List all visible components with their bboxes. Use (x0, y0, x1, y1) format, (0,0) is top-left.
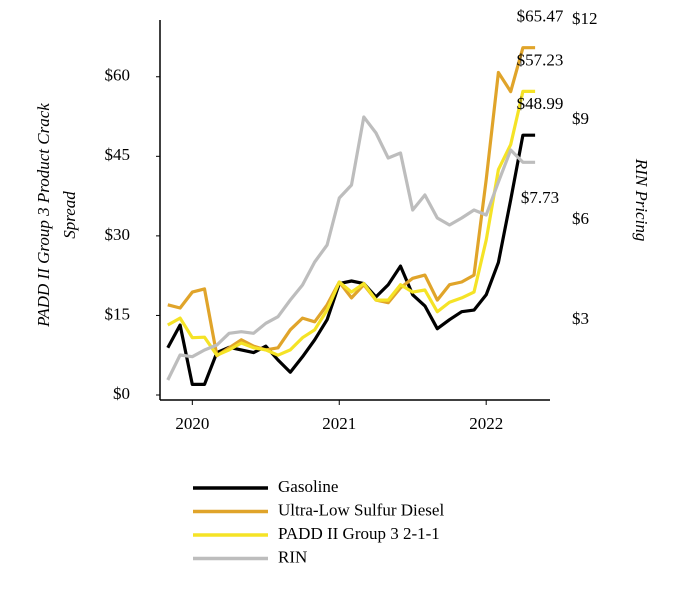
y2-tick-label: $9 (572, 109, 589, 128)
x-tick-label: 2021 (322, 414, 356, 433)
series-line (167, 89, 536, 357)
y2-tick-label: $6 (572, 209, 589, 228)
legend-label: PADD II Group 3 2-1-1 (278, 524, 440, 543)
y-tick-label: $45 (105, 145, 131, 164)
end-label: $65.47 (517, 7, 564, 26)
y2-tick-label: $3 (572, 309, 589, 328)
legend-label: RIN (278, 547, 307, 566)
series-line (167, 46, 536, 358)
legend-label: Ultra-Low Sulfur Diesel (278, 500, 444, 519)
x-tick-label: 2020 (175, 414, 209, 433)
y2-tick-label: $12 (572, 9, 598, 28)
x-tick-label: 2022 (469, 414, 503, 433)
end-label: $57.23 (517, 50, 564, 69)
end-label: $48.99 (517, 94, 564, 113)
series-line (166, 115, 536, 381)
y-tick-label: $30 (105, 225, 131, 244)
y2-axis-title: RIN Pricing (632, 158, 651, 242)
y-tick-label: $0 (113, 384, 130, 403)
end-label: $7.73 (521, 188, 559, 207)
y-axis-title-line: PADD II Group 3 Product Crack (34, 103, 53, 328)
y-axis-title: PADD II Group 3 Product Crack Spread (34, 103, 79, 328)
legend-label: Gasoline (278, 477, 338, 496)
y-tick-label: $60 (105, 66, 131, 85)
y-tick-label: $15 (105, 304, 131, 323)
y-axis-title-line: Spread (60, 191, 79, 239)
